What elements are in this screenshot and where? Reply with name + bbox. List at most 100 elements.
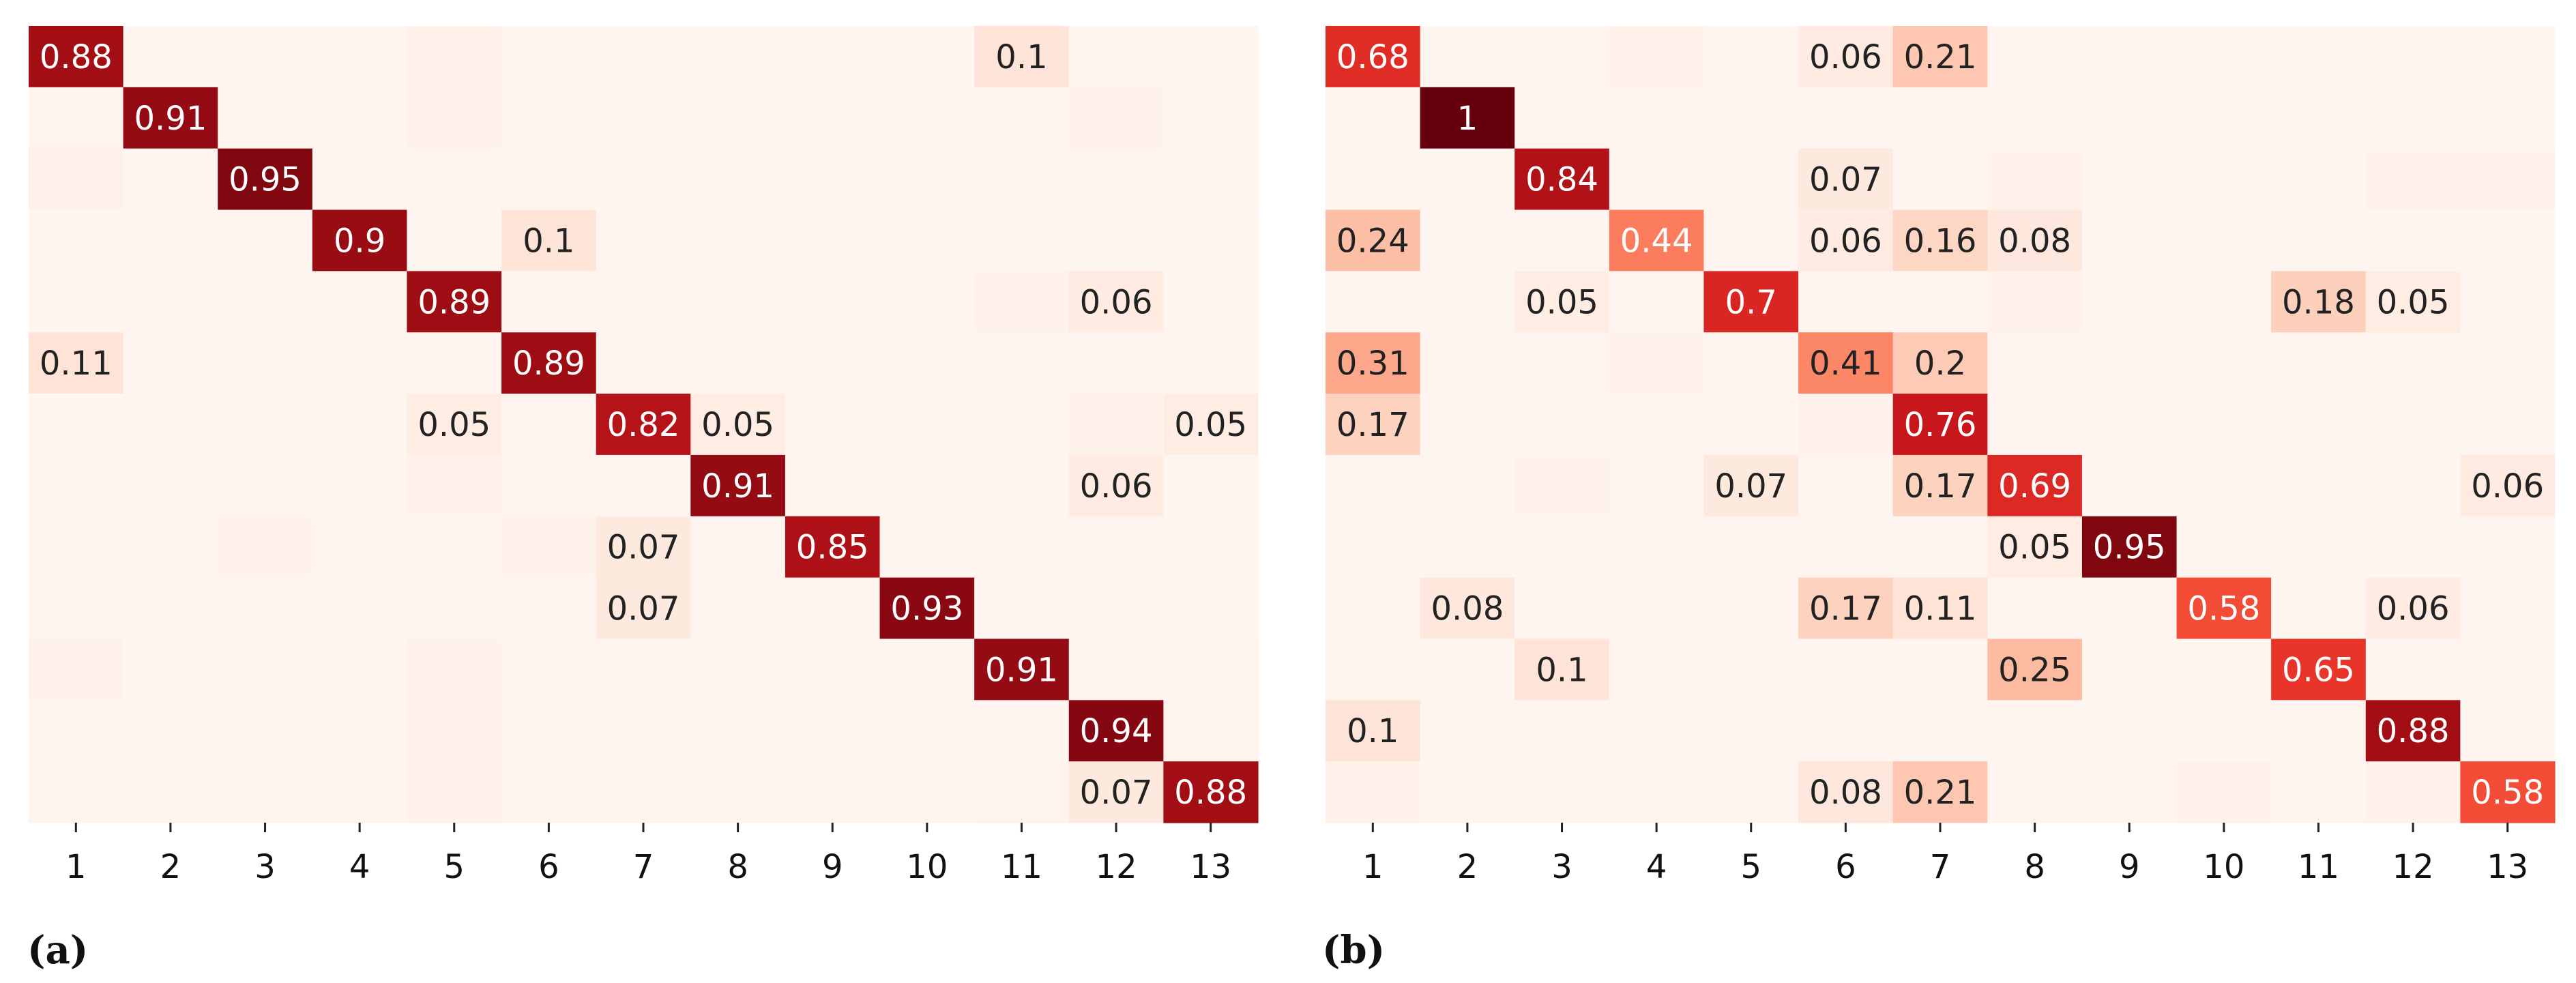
cell-value-label: 0.58 <box>2187 590 2260 628</box>
heatmap-cell <box>2271 394 2367 456</box>
heatmap-cell <box>501 26 597 88</box>
heatmap-cell <box>1703 271 1799 333</box>
heatmap-cell <box>501 87 597 149</box>
heatmap-cell <box>1798 700 1894 762</box>
heatmap-cell <box>2460 148 2556 211</box>
heatmap-cell <box>2081 271 2178 333</box>
heatmap-cell <box>1609 454 1705 517</box>
heatmap-cell <box>974 209 1070 272</box>
heatmap-cell <box>501 454 597 517</box>
heatmap-cell <box>974 271 1070 333</box>
heatmap-cell <box>2271 209 2367 272</box>
heatmap-cell <box>1609 87 1705 149</box>
heatmap-cell <box>1892 639 1988 701</box>
heatmap-cell <box>123 761 218 823</box>
cell-value-label: 0.68 <box>1336 38 1409 76</box>
heatmap-cell <box>2460 700 2556 762</box>
heatmap-cell <box>2271 271 2367 333</box>
heatmap-cell <box>407 209 502 272</box>
heatmap-cell <box>1420 761 1515 823</box>
heatmap-cell <box>123 577 218 640</box>
heatmap-cell <box>2081 516 2178 578</box>
heatmap-cell <box>596 577 691 640</box>
x-tick-label: 11 <box>1001 848 1042 886</box>
x-tick-label: 8 <box>727 848 748 886</box>
heatmap-cell <box>1420 577 1515 640</box>
heatmap-cell <box>407 516 502 578</box>
heatmap-cell <box>1798 87 1894 149</box>
heatmap-cell <box>785 577 881 640</box>
cell-value-label: 0.25 <box>1998 651 2071 689</box>
heatmap-cell <box>1987 577 2083 640</box>
x-tick-label: 7 <box>1930 848 1951 886</box>
heatmap-cell <box>785 209 881 272</box>
heatmap-cell <box>1420 26 1515 88</box>
heatmap-cell <box>1987 271 2083 333</box>
heatmap-cell <box>1609 209 1705 272</box>
heatmap-cell <box>1892 700 1988 762</box>
cell-value-label: 0.1 <box>995 38 1047 76</box>
cell-value-label: 0.1 <box>1347 712 1399 750</box>
heatmap-cell <box>1068 454 1164 517</box>
heatmap-cell <box>2365 209 2461 272</box>
heatmap-cell <box>312 271 408 333</box>
heatmap-cell <box>1326 639 1421 701</box>
heatmap-cell <box>785 394 881 456</box>
heatmap-cell <box>1068 639 1164 701</box>
heatmap-cell <box>2176 87 2272 149</box>
heatmap-cell <box>407 332 502 394</box>
heatmap-cell <box>501 639 597 701</box>
x-tick-label: 3 <box>1551 848 1572 886</box>
heatmap-cell <box>29 394 124 456</box>
heatmap-cell <box>501 516 597 578</box>
x-tick-label: 3 <box>254 848 276 886</box>
x-tick-label: 13 <box>2487 848 2528 886</box>
heatmap-cell <box>785 26 881 88</box>
x-tick-label: 4 <box>1646 848 1667 886</box>
heatmap-cell <box>312 209 408 272</box>
heatmap-cell <box>1420 87 1515 149</box>
heatmap-cell <box>596 209 691 272</box>
cell-value-label: 0.05 <box>701 406 774 444</box>
heatmap-cell <box>2081 87 2178 149</box>
cell-value-label: 0.82 <box>607 406 680 444</box>
heatmap-cell <box>312 394 408 456</box>
heatmap-cell <box>974 148 1070 211</box>
heatmap-cell <box>2365 271 2461 333</box>
heatmap-cell <box>879 209 975 272</box>
heatmap-cell <box>2365 577 2461 640</box>
heatmap-cell <box>879 577 975 640</box>
cell-value-label: 0.21 <box>1904 38 1977 76</box>
heatmap-cell <box>1163 271 1259 333</box>
heatmap-cell <box>596 454 691 517</box>
heatmap-cell <box>2176 394 2272 456</box>
heatmap-cell <box>29 577 124 640</box>
x-tick-label: 5 <box>443 848 465 886</box>
cell-value-label: 0.1 <box>1536 651 1587 689</box>
cell-value-label: 0.05 <box>1174 406 1247 444</box>
heatmap-cell <box>596 700 691 762</box>
heatmap-cell <box>2081 761 2178 823</box>
x-tick-label: 9 <box>2119 848 2140 886</box>
heatmap-cell <box>1514 87 1610 149</box>
heatmap-cell <box>2081 394 2178 456</box>
cell-value-label: 0.41 <box>1809 344 1882 383</box>
heatmap-cell <box>879 454 975 517</box>
heatmap-cell <box>1703 148 1799 211</box>
cell-value-label: 0.05 <box>418 406 491 444</box>
heatmap-cell <box>879 639 975 701</box>
heatmap-cell <box>2271 26 2367 88</box>
heatmap-cell <box>690 394 786 456</box>
x-tick-label: 10 <box>906 848 948 886</box>
heatmap-cell <box>2081 577 2178 640</box>
x-tick-label: 2 <box>160 848 181 886</box>
heatmap-cell <box>2271 87 2367 149</box>
heatmap-cell <box>2460 516 2556 578</box>
heatmap-cell <box>29 761 124 823</box>
heatmap-cell <box>2365 394 2461 456</box>
heatmap-cell <box>1068 148 1164 211</box>
heatmap-cell <box>1609 332 1705 394</box>
heatmap-cell <box>218 639 313 701</box>
heatmap-cell <box>1798 209 1894 272</box>
heatmap-cell <box>690 639 786 701</box>
